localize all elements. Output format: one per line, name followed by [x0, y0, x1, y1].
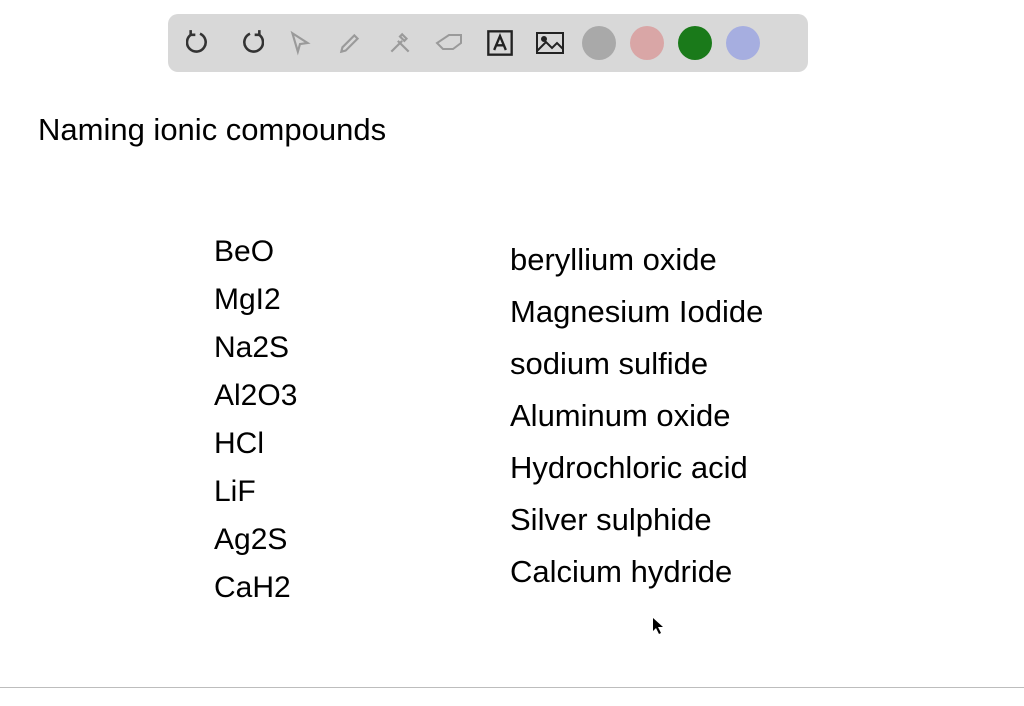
formula-column: BeO MgI2 Na2S Al2O3 HCl LiF Ag2S CaH2	[214, 228, 297, 612]
name-item: Magnesium Iodide	[510, 286, 763, 338]
formula-item: Al2O3	[214, 372, 297, 420]
name-item: Calcium hydride	[510, 546, 763, 598]
eraser-button[interactable]	[432, 25, 468, 61]
bottom-divider	[0, 687, 1024, 688]
formula-item: Ag2S	[214, 516, 297, 564]
formula-item: LiF	[214, 468, 297, 516]
eraser-icon	[435, 33, 465, 53]
hammer-wrench-icon	[387, 30, 413, 56]
color-swatch-gray[interactable]	[582, 26, 616, 60]
text-icon	[486, 29, 514, 57]
toolbar	[168, 14, 808, 72]
pencil-button[interactable]	[332, 25, 368, 61]
formula-item: BeO	[214, 228, 297, 276]
name-item: sodium sulfide	[510, 338, 763, 390]
name-item: Aluminum oxide	[510, 390, 763, 442]
name-item: Silver sulphide	[510, 494, 763, 546]
redo-icon	[236, 29, 264, 57]
formula-item: HCl	[214, 420, 297, 468]
image-icon	[535, 31, 565, 55]
color-swatch-blue[interactable]	[726, 26, 760, 60]
name-item: Hydrochloric acid	[510, 442, 763, 494]
cursor-icon	[652, 617, 664, 635]
formula-item: Na2S	[214, 324, 297, 372]
name-item: beryllium oxide	[510, 234, 763, 286]
formula-item: CaH2	[214, 564, 297, 612]
name-column: beryllium oxide Magnesium Iodide sodium …	[510, 234, 763, 598]
undo-button[interactable]	[182, 25, 218, 61]
pointer-icon	[287, 30, 313, 56]
undo-icon	[186, 29, 214, 57]
color-swatch-pink[interactable]	[630, 26, 664, 60]
page-title: Naming ionic compounds	[38, 112, 386, 148]
tools-button[interactable]	[382, 25, 418, 61]
formula-item: MgI2	[214, 276, 297, 324]
text-button[interactable]	[482, 25, 518, 61]
redo-button[interactable]	[232, 25, 268, 61]
pencil-icon	[337, 30, 363, 56]
image-button[interactable]	[532, 25, 568, 61]
pointer-button[interactable]	[282, 25, 318, 61]
color-swatch-green[interactable]	[678, 26, 712, 60]
